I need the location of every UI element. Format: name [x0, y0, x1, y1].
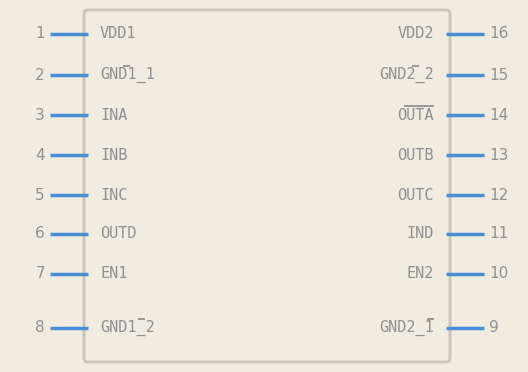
Text: INC: INC	[100, 187, 127, 202]
Text: 13: 13	[489, 148, 508, 163]
Text: INA: INA	[100, 108, 127, 122]
Text: 1: 1	[35, 26, 45, 42]
Text: IND: IND	[407, 227, 434, 241]
Text: EN2: EN2	[407, 266, 434, 282]
Text: INB: INB	[100, 148, 127, 163]
Text: 14: 14	[489, 108, 508, 122]
Text: 8: 8	[35, 321, 45, 336]
Text: 10: 10	[489, 266, 508, 282]
Text: EN1: EN1	[100, 266, 127, 282]
Text: OUTB: OUTB	[398, 148, 434, 163]
Text: 11: 11	[489, 227, 508, 241]
Text: OUTC: OUTC	[398, 187, 434, 202]
Text: OUTD: OUTD	[100, 227, 137, 241]
Text: 9: 9	[489, 321, 499, 336]
Text: 12: 12	[489, 187, 508, 202]
Text: 6: 6	[35, 227, 45, 241]
Text: GND2_2: GND2_2	[379, 67, 434, 83]
Text: GND1_2: GND1_2	[100, 320, 155, 336]
Text: 16: 16	[489, 26, 508, 42]
Text: GND2_1: GND2_1	[379, 320, 434, 336]
FancyBboxPatch shape	[84, 10, 450, 362]
Text: 7: 7	[35, 266, 45, 282]
Text: 5: 5	[35, 187, 45, 202]
Text: VDD2: VDD2	[398, 26, 434, 42]
Text: 2: 2	[35, 67, 45, 83]
Text: VDD1: VDD1	[100, 26, 137, 42]
Text: GND1_1: GND1_1	[100, 67, 155, 83]
Text: 4: 4	[35, 148, 45, 163]
Text: 3: 3	[35, 108, 45, 122]
Text: OUTA: OUTA	[398, 108, 434, 122]
Text: 15: 15	[489, 67, 508, 83]
